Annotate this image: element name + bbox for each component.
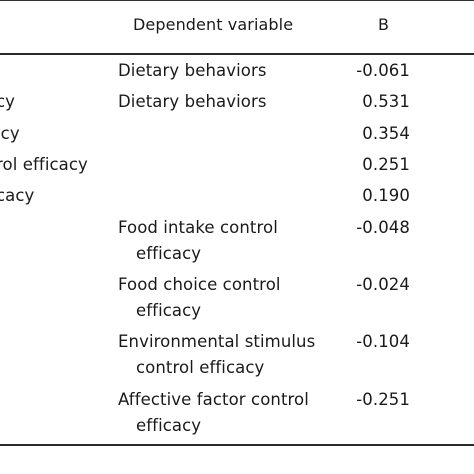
header-b: B	[378, 15, 390, 34]
row-4-b: 0.190	[362, 186, 410, 205]
row-6-dependent-line-2: efficacy	[136, 301, 202, 320]
row-7-dependent-line-1: Environmental stimulus	[118, 332, 316, 351]
row-3-independent: rol efficacy	[0, 155, 88, 174]
row-5-b: -0.048	[356, 218, 410, 237]
row-8-dependent-line-2: efficacy	[136, 416, 202, 435]
table-bottom-rule	[0, 444, 474, 446]
table-top-rule	[0, 0, 474, 1]
row-7-dependent-line-2: control efficacy	[136, 358, 265, 377]
header-rule	[0, 53, 474, 55]
row-1-independent: cy	[0, 92, 16, 111]
row-1-b: 0.531	[362, 92, 410, 111]
row-6-b: -0.024	[356, 275, 410, 294]
row-7-b: -0.104	[356, 332, 410, 351]
row-8-dependent-line-1: Affective factor control	[118, 390, 309, 409]
row-2-b: 0.354	[362, 124, 410, 143]
row-2-independent: icy	[0, 124, 20, 143]
row-6-dependent-line-1: Food choice control	[118, 275, 281, 294]
row-4-independent: cacy	[0, 186, 35, 205]
row-5-dependent-line-2: efficacy	[136, 244, 202, 263]
row-3-b: 0.251	[362, 155, 410, 174]
row-0-b: -0.061	[356, 61, 410, 80]
header-dependent-variable: Dependent variable	[133, 15, 294, 34]
row-1-dependent: Dietary behaviors	[118, 92, 267, 111]
row-5-dependent-line-1: Food intake control	[118, 218, 278, 237]
row-0-dependent: Dietary behaviors	[118, 61, 267, 80]
row-8-b: -0.251	[356, 390, 410, 409]
